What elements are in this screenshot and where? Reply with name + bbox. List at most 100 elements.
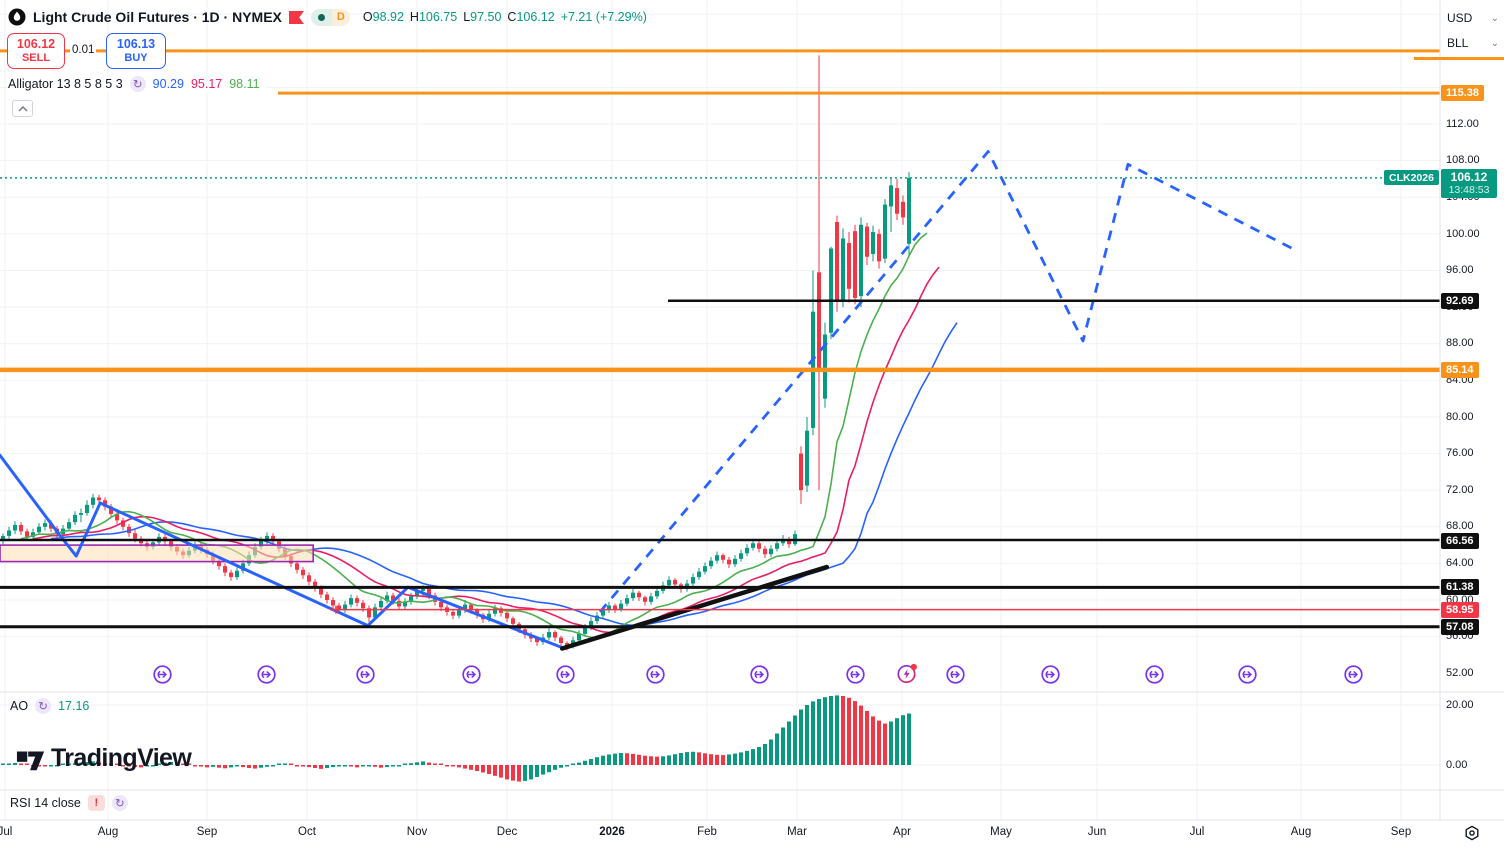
time-axis-label: Nov xyxy=(406,826,428,838)
refresh-icon[interactable]: ↻ xyxy=(35,698,52,714)
time-axis-label: Dec xyxy=(496,826,518,838)
contract-label: CLK2026 xyxy=(1384,170,1439,185)
price-level-badge: 115.38 xyxy=(1441,85,1485,101)
ao-scale-tick: 20.00 xyxy=(1446,699,1474,711)
skip-forward-icon[interactable] xyxy=(355,664,376,690)
flag-icon[interactable] xyxy=(288,10,304,24)
ao-value: 17.16 xyxy=(58,699,90,713)
sell-button[interactable]: 106.12 SELL xyxy=(7,33,65,69)
alligator-jaw-value: 90.29 xyxy=(152,77,184,91)
ohlc-readout: O98.92 H106.75 L97.50 C106.12 +7.21 (+7.… xyxy=(363,10,647,24)
change-value: +7.21 (+7.29%) xyxy=(560,10,647,24)
time-axis-label: Apr xyxy=(893,826,911,838)
skip-forward-icon[interactable] xyxy=(1343,664,1364,690)
buy-button[interactable]: 106.13 BUY xyxy=(106,33,166,69)
price-scale-tick: 64.00 xyxy=(1446,557,1474,569)
price-scale-tick: 72.00 xyxy=(1446,484,1474,496)
skip-forward-icon[interactable] xyxy=(1144,664,1165,690)
symbol-logo-icon xyxy=(8,8,26,26)
price-level-badge: 85.14 xyxy=(1441,362,1479,378)
ao-histogram xyxy=(1,695,911,782)
alligator-lips-value: 98.11 xyxy=(229,77,260,91)
unit-selector[interactable]: BLL ⌄ xyxy=(1447,33,1499,53)
time-axis-label: Aug xyxy=(97,826,119,838)
current-price-badge: 106.12 13:48:53 xyxy=(1441,169,1497,198)
high-value: 106.75 xyxy=(418,10,458,24)
warning-icon[interactable]: ! xyxy=(87,795,105,811)
grid-layer xyxy=(0,0,1440,820)
price-scale-tick: 88.00 xyxy=(1446,337,1474,349)
cross-marker-icon[interactable] xyxy=(332,605,340,614)
supply-zone-rectangle[interactable] xyxy=(0,544,315,563)
price-scale-tick: 108.00 xyxy=(1446,154,1480,166)
price-scale-tick: 68.00 xyxy=(1446,520,1474,532)
candles-series xyxy=(1,55,911,651)
time-axis-label: Jul xyxy=(1189,826,1205,838)
forecast-dashed-line[interactable] xyxy=(598,150,1297,613)
current-price: 106.12 xyxy=(1450,170,1488,184)
price-scale-tick: 100.00 xyxy=(1446,228,1480,240)
tradingview-watermark: TradingView xyxy=(16,744,192,773)
time-axis-label: Jul xyxy=(0,826,13,838)
chevron-down-icon: ⌄ xyxy=(1490,12,1499,24)
skip-forward-icon[interactable] xyxy=(152,664,173,690)
tradingview-logo-icon xyxy=(16,746,46,772)
skip-forward-icon[interactable] xyxy=(845,664,866,690)
alligator-legend: Alligator 13 8 5 8 5 3 ↻ 90.29 95.17 98.… xyxy=(8,76,266,92)
price-scale-tick: 96.00 xyxy=(1446,264,1474,276)
skip-forward-icon[interactable] xyxy=(945,664,966,690)
rsi-pane-legend: RSI 14 close ! ↻ xyxy=(10,795,128,811)
chevron-down-icon: ⌄ xyxy=(1490,37,1499,49)
scale-orange-underline xyxy=(1414,57,1504,60)
price-scale[interactable]: USD ⌄ BLL ⌄ 106.12 13:48:53 112.00 108.00… xyxy=(1440,0,1504,848)
trendline[interactable] xyxy=(559,564,830,651)
collapse-indicators-button[interactable] xyxy=(12,100,33,117)
skip-forward-icon[interactable] xyxy=(555,664,576,690)
close-label: C xyxy=(507,10,517,24)
time-axis-label: Sep xyxy=(1390,826,1412,838)
close-value: 106.12 xyxy=(516,10,555,24)
interval-status-badge[interactable]: D xyxy=(310,8,350,26)
price-scale-tick: 76.00 xyxy=(1446,447,1474,459)
open-label: O xyxy=(362,10,373,24)
skip-forward-icon[interactable] xyxy=(256,664,277,690)
open-value: 98.92 xyxy=(372,10,404,24)
price-scale-tick: 112.00 xyxy=(1446,118,1479,130)
flash-event-icon[interactable] xyxy=(896,662,919,690)
skip-forward-icon[interactable] xyxy=(645,664,666,690)
ao-pane-legend: AO ↻ 17.16 xyxy=(10,698,89,714)
alligator-title[interactable]: Alligator 13 8 5 8 5 3 xyxy=(8,77,123,91)
rsi-title[interactable]: RSI 14 close xyxy=(10,796,81,810)
skip-forward-icon[interactable] xyxy=(1237,664,1258,690)
time-axis-label: Feb xyxy=(697,826,717,838)
time-axis-label: Oct xyxy=(298,826,316,838)
symbol-title[interactable]: Light Crude Oil Futures · 1D · NYMEX xyxy=(33,9,282,25)
ao-title[interactable]: AO xyxy=(10,699,29,713)
refresh-icon[interactable]: ↻ xyxy=(111,795,128,811)
skip-forward-icon[interactable] xyxy=(1040,664,1061,690)
horizontal-level-lines[interactable] xyxy=(0,49,1440,629)
pane-dividers[interactable] xyxy=(0,0,1504,821)
price-level-badge: 66.56 xyxy=(1441,533,1479,549)
spread-value: 0.01 xyxy=(70,43,97,57)
ao-scale-tick: 0.00 xyxy=(1446,759,1468,771)
sell-label: SELL xyxy=(21,51,51,64)
low-label: L xyxy=(463,10,471,24)
price-level-badge: 61.38 xyxy=(1441,579,1479,595)
refresh-icon[interactable]: ↻ xyxy=(129,76,146,92)
buy-label: BUY xyxy=(124,51,148,64)
session-countdown: 13:48:53 xyxy=(1448,184,1490,196)
gear-icon[interactable] xyxy=(1462,823,1482,848)
sell-price: 106.12 xyxy=(16,36,56,51)
high-label: H xyxy=(409,10,419,24)
skip-forward-icon[interactable] xyxy=(461,664,482,690)
low-value: 97.50 xyxy=(470,10,502,24)
skip-forward-icon[interactable] xyxy=(749,664,770,690)
alligator-teeth-line xyxy=(32,266,940,634)
interval-letter: D xyxy=(331,8,350,26)
unit-label: BLL xyxy=(1447,36,1469,50)
currency-selector[interactable]: USD ⌄ xyxy=(1447,8,1499,28)
price-level-badge: 92.69 xyxy=(1441,293,1479,309)
